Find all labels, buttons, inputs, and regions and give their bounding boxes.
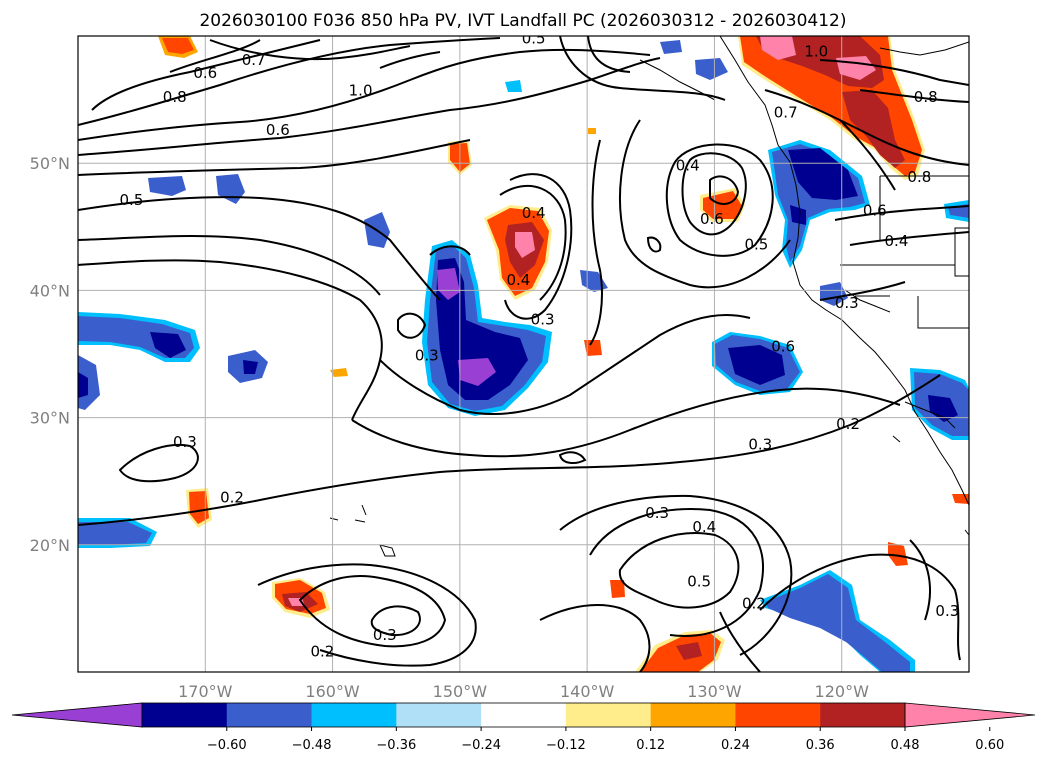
colorbar-segment xyxy=(735,703,821,727)
lon-tick-label: 130°W xyxy=(687,682,742,701)
contour-label: 0.3 xyxy=(531,311,555,329)
colorbar-tick-label: −0.48 xyxy=(292,738,332,753)
pv-contour-lines xyxy=(78,36,969,672)
contour-label: 0.3 xyxy=(645,504,669,522)
map-frame xyxy=(77,35,970,673)
contour-label: 0.4 xyxy=(676,157,700,175)
contour-label: 0.3 xyxy=(935,602,959,620)
map-area: 0.5 0.6 0.8 0.7 1.0 0.6 0.5 0.4 0.4 0.3 0.3 0.4 0.6 0… xyxy=(78,30,969,672)
colorbar-tick-label: −0.60 xyxy=(207,738,247,753)
colorbar-segment xyxy=(311,703,397,727)
contour-label: 0.3 xyxy=(173,433,197,451)
colorbar-tick-label: 0.48 xyxy=(891,738,920,753)
lon-tick-label: 170°W xyxy=(178,682,233,701)
contour-label: 0.6 xyxy=(193,64,217,82)
colorbar-segment xyxy=(481,703,567,727)
colorbar-segment xyxy=(820,703,906,727)
contour-label: 0.5 xyxy=(522,30,546,48)
contour-label: 0.5 xyxy=(120,191,144,209)
contour-label: 0.8 xyxy=(163,88,187,106)
colorbar-tick-label: −0.24 xyxy=(461,738,501,753)
contour-label: 0.7 xyxy=(774,103,798,121)
lat-tick-label: 40°N xyxy=(30,281,70,300)
contour-labels: 0.5 0.6 0.8 0.7 1.0 0.6 0.5 0.4 0.4 0.3 0.3 0.4 0.6 0… xyxy=(120,30,960,661)
latitude-tick-labels: 20°N 30°N 40°N 50°N xyxy=(30,154,70,555)
chart-title: 2026030100 F036 850 hPa PV, IVT Landfall… xyxy=(199,11,846,31)
colorbar-tick-label: 0.12 xyxy=(636,738,665,753)
contour-label: 0.5 xyxy=(745,236,769,254)
contour-label: 0.4 xyxy=(885,232,909,250)
contour-label: 1.0 xyxy=(804,42,828,60)
colorbar-tick-label: 0.60 xyxy=(975,738,1004,753)
contour-label: 0.3 xyxy=(835,294,859,312)
contour-label: 0.6 xyxy=(863,201,887,219)
contour-label: 0.6 xyxy=(266,121,290,139)
contour-label: 0.4 xyxy=(522,204,546,222)
contour-label: 0.8 xyxy=(907,168,931,186)
coastlines xyxy=(329,36,969,557)
lon-tick-label: 140°W xyxy=(560,682,615,701)
lat-tick-label: 20°N xyxy=(30,536,70,555)
lat-tick-label: 50°N xyxy=(30,154,70,173)
contour-label: 0.2 xyxy=(742,594,766,612)
colorbar-segment xyxy=(396,703,482,727)
colorbar-segment xyxy=(565,703,652,727)
colorbar-tick-label: 0.24 xyxy=(721,738,750,753)
contour-label: 0.7 xyxy=(242,51,266,69)
contour-label: 0.4 xyxy=(506,271,530,289)
contour-label: 0.8 xyxy=(914,88,938,106)
lon-tick-label: 150°W xyxy=(433,682,488,701)
contour-label: 0.3 xyxy=(373,626,397,644)
contour-label: 0.5 xyxy=(687,573,711,591)
contour-label: 0.4 xyxy=(692,518,716,536)
contour-label: 1.0 xyxy=(349,82,373,100)
contour-label: 0.6 xyxy=(771,337,795,355)
colorbar-extend-low xyxy=(11,702,143,728)
lat-tick-label: 30°N xyxy=(30,409,70,428)
contour-label: 0.2 xyxy=(310,643,334,661)
contour-label: 0.2 xyxy=(836,415,860,433)
contour-label: 0.2 xyxy=(220,489,244,507)
contour-label: 0.3 xyxy=(748,435,772,453)
colorbar-segment xyxy=(650,703,736,727)
lon-tick-label: 120°W xyxy=(815,682,870,701)
contour-label: 0.6 xyxy=(700,210,724,228)
colorbar-tick-label: −0.12 xyxy=(546,738,586,753)
colorbar-tick-labels: −0.60 −0.48 −0.36 −0.24 −0.12 0.12 0.24 0.36 0.4… xyxy=(207,727,1004,753)
colorbar-extend-high xyxy=(904,702,1036,728)
colorbar xyxy=(11,702,1036,728)
longitude-tick-labels: 170°W 160°W 150°W 140°W 130°W 120°W xyxy=(178,682,869,701)
colorbar-segment xyxy=(226,703,313,727)
colorbar-segment xyxy=(142,703,228,727)
contour-label: 0.3 xyxy=(415,346,439,364)
lon-tick-label: 160°W xyxy=(305,682,360,701)
colorbar-outline xyxy=(141,702,906,728)
pv-filled-contours xyxy=(78,36,969,672)
gridlines xyxy=(78,36,969,672)
colorbar-tick-label: −0.36 xyxy=(376,738,416,753)
colorbar-tick-label: 0.36 xyxy=(806,738,835,753)
